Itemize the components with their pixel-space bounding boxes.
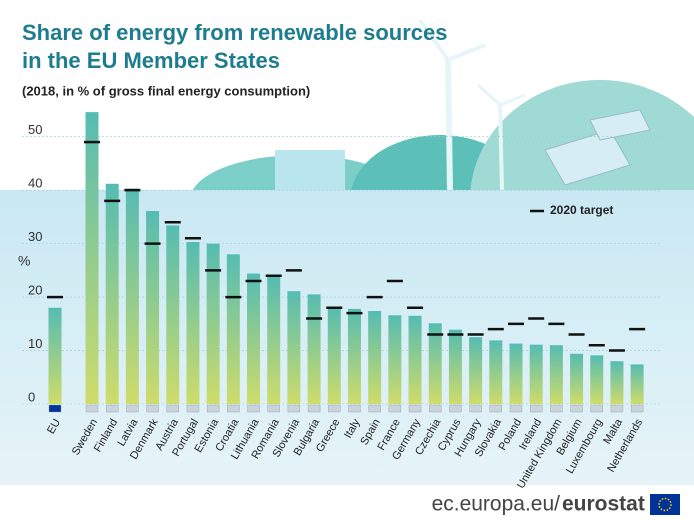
flag [227, 404, 240, 413]
flag [630, 404, 644, 413]
flag [328, 404, 341, 413]
bar [448, 329, 462, 404]
bar [125, 188, 139, 404]
chart-title: Share of energy from renewable sources [22, 20, 448, 45]
flag [408, 404, 422, 413]
flag [307, 404, 321, 413]
flag [449, 404, 462, 413]
bar [509, 343, 523, 404]
flag [489, 404, 502, 413]
flag [206, 404, 220, 413]
flag [570, 404, 583, 413]
source-site: ec.europa.eu/ [432, 493, 561, 516]
flag [85, 404, 99, 413]
flag [529, 404, 543, 413]
bar [226, 254, 240, 404]
bar [469, 337, 483, 404]
flag [146, 404, 159, 413]
bar [307, 294, 321, 404]
flag [348, 404, 361, 413]
bar [267, 276, 281, 404]
eu-logo [650, 494, 680, 515]
bar [570, 353, 584, 404]
y-axis-label: % [18, 253, 30, 269]
flag [166, 404, 179, 413]
flag [550, 404, 563, 413]
bar [368, 310, 382, 404]
bar [549, 345, 563, 404]
bar [247, 273, 261, 404]
source-brand: eurostat [562, 493, 645, 516]
flag [267, 404, 280, 413]
bar [408, 315, 422, 404]
chart-subtitle: (2018, in % of gross final energy consum… [22, 83, 310, 98]
flag [126, 404, 139, 413]
bar [489, 340, 503, 404]
flag [368, 404, 381, 413]
bar [146, 211, 160, 404]
flag [247, 404, 260, 413]
y-tick-label: 10 [28, 336, 42, 351]
y-tick-label: 40 [28, 176, 42, 191]
flag [388, 404, 402, 413]
flag [105, 404, 119, 413]
bar [610, 361, 624, 404]
eu-stars [658, 497, 672, 512]
chart-title: in the EU Member States [22, 48, 280, 73]
bar [287, 291, 301, 404]
bar [85, 112, 99, 404]
bar [166, 225, 180, 404]
flag [287, 404, 301, 413]
bar [388, 315, 402, 404]
flag [509, 404, 523, 413]
flag [186, 404, 200, 413]
y-tick-label: 50 [28, 122, 42, 137]
bar [347, 308, 361, 404]
flag [429, 404, 442, 413]
bar [529, 344, 543, 404]
legend-label: 2020 target [550, 203, 613, 217]
flag [48, 404, 62, 413]
bar [186, 242, 200, 404]
y-tick-label: 0 [28, 389, 35, 404]
y-tick-label: 20 [28, 283, 42, 298]
bar [48, 307, 62, 404]
bar [590, 355, 604, 404]
bar [428, 323, 442, 404]
flag [590, 404, 603, 413]
bar [105, 183, 119, 404]
flag [610, 404, 624, 413]
flag [469, 404, 482, 413]
bar [206, 243, 220, 404]
bar [630, 364, 644, 404]
y-tick-label: 30 [28, 229, 42, 244]
bar [327, 307, 341, 404]
